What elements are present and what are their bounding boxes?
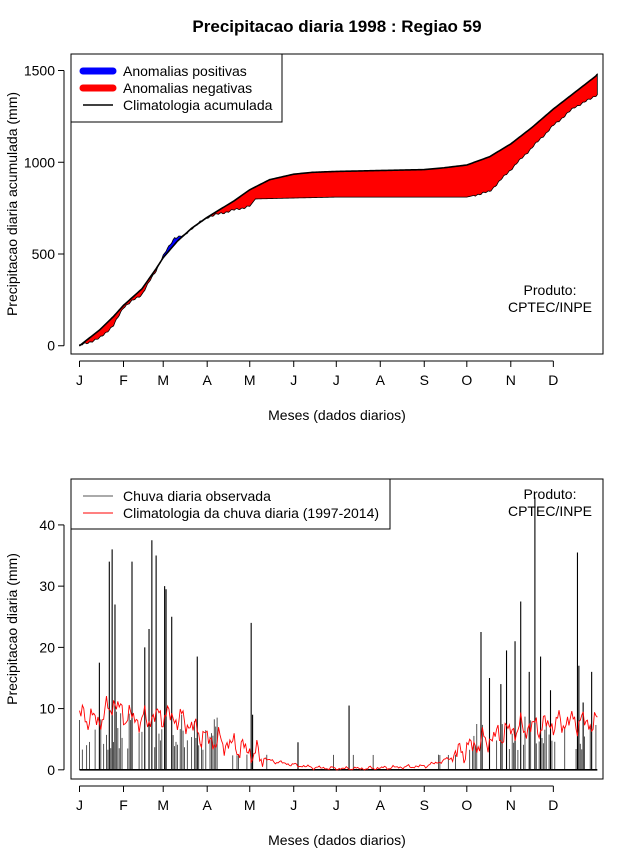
cumulative-annotation-line1: Produto: xyxy=(524,282,577,298)
cumulative-y-tick-label: 0 xyxy=(47,338,55,354)
daily-x-tick-label: J xyxy=(333,797,340,813)
daily-x-tick-label: J xyxy=(290,797,297,813)
daily-x-tick-label: J xyxy=(76,797,83,813)
daily-legend-box xyxy=(70,478,391,530)
daily-y-tick-label: 0 xyxy=(47,762,55,778)
cumulative-y-tick-label: 1000 xyxy=(24,154,55,170)
cumulative-x-tick-label: J xyxy=(290,372,297,388)
cumulative-x-tick-label: A xyxy=(203,372,213,388)
cumulative-x-tick-label: D xyxy=(548,372,558,388)
cumulative-x-tick-label: J xyxy=(76,372,83,388)
daily-x-tick-label: A xyxy=(203,797,213,813)
observed-bars xyxy=(79,497,597,770)
daily-y-tick-label: 40 xyxy=(39,517,55,533)
daily-x-tick-label: M xyxy=(157,797,169,813)
daily-x-tick-label: O xyxy=(461,797,472,813)
cumulative-legend-label: Anomalias negativas xyxy=(123,80,252,96)
cumulative-x-tick-label: N xyxy=(506,372,516,388)
cumulative-y-axis-label: Precipitacao diaria acumulada (mm) xyxy=(4,92,20,316)
cumulative-legend-label: Anomalias positivas xyxy=(123,63,247,79)
cumulative-annotation-line2: CPTEC/INPE xyxy=(508,299,592,315)
daily-y-tick-label: 20 xyxy=(39,639,55,655)
cumulative-x-tick-label: J xyxy=(333,372,340,388)
daily-plot: 0 10 20 30 40 J F M A M J J A S O N D Meses (dados diario… xyxy=(4,478,604,848)
cumulative-plot-frame xyxy=(70,53,604,355)
daily-y-tick-label: 30 xyxy=(39,578,55,594)
daily-legend-label: Climatologia da chuva diaria (1997-2014) xyxy=(123,505,379,521)
daily-x-tick-label: F xyxy=(119,797,128,813)
cumulative-x-tick-label: S xyxy=(420,372,429,388)
daily-x-tick-label: M xyxy=(244,797,256,813)
chart-title: Precipitacao diaria 1998 : Regiao 59 xyxy=(192,17,481,36)
daily-y-tick-label: 10 xyxy=(39,701,55,717)
cumulative-x-tick-label: A xyxy=(376,372,386,388)
daily-y-axis-label: Precipitacao diaria (mm) xyxy=(4,553,20,705)
daily-annotation-line1: Produto: xyxy=(524,486,577,502)
cumulative-y-tick-label: 500 xyxy=(32,246,56,262)
cumulative-x-axis-label: Meses (dados diarios) xyxy=(268,407,406,423)
daily-x-tick-label: S xyxy=(420,797,429,813)
cumulative-x-tick-label: O xyxy=(461,372,472,388)
negative-anomaly-area xyxy=(79,260,161,347)
cumulative-plot: 0 500 1000 1500 J F M A M J J A S O N D Meses (dados dia… xyxy=(4,53,604,423)
daily-legend-label: Chuva diaria observada xyxy=(123,488,271,504)
cumulative-x-tick-label: M xyxy=(157,372,169,388)
daily-x-tick-label: N xyxy=(506,797,516,813)
cumulative-x-tick-label: F xyxy=(119,372,128,388)
cumulative-legend-label: Climatologia acumulada xyxy=(123,97,273,113)
cumulative-y-tick-label: 1500 xyxy=(24,63,55,79)
cumulative-x-tick-label: M xyxy=(244,372,256,388)
daily-x-axis-label: Meses (dados diarios) xyxy=(268,832,406,848)
daily-x-tick-label: A xyxy=(376,797,386,813)
daily-climatology-line xyxy=(79,695,598,771)
cumulative-climatology-line xyxy=(79,73,598,347)
daily-annotation-line2: CPTEC/INPE xyxy=(508,503,592,519)
daily-x-tick-label: D xyxy=(548,797,558,813)
